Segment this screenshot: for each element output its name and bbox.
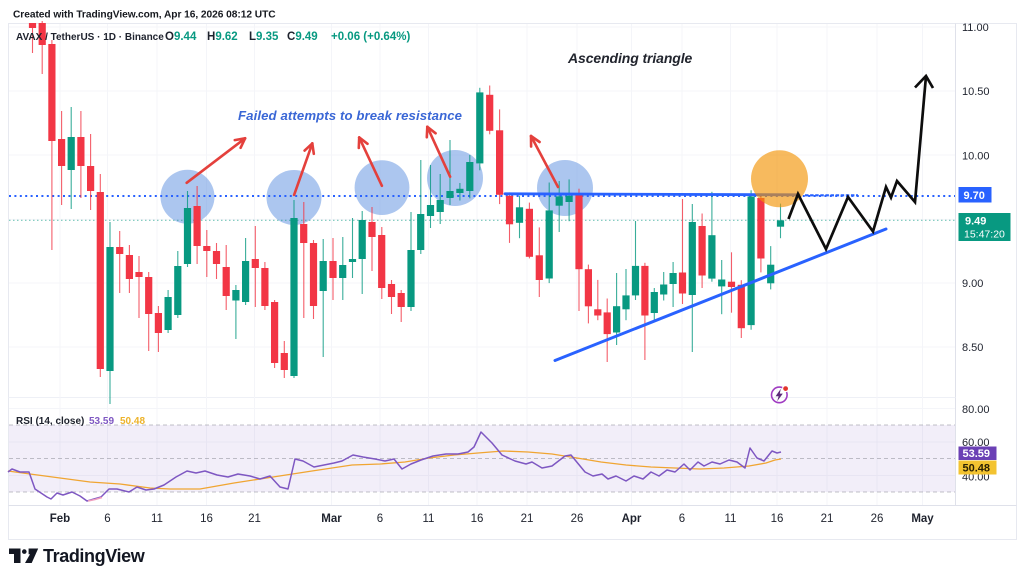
svg-text:10.00: 10.00 (962, 151, 990, 163)
svg-text:8.50: 8.50 (962, 342, 983, 354)
svg-text:50.48: 50.48 (963, 463, 991, 475)
svg-text:Mar: Mar (321, 513, 342, 525)
svg-text:6: 6 (377, 513, 383, 525)
svg-text:11.00: 11.00 (962, 22, 989, 34)
svg-text:6: 6 (104, 513, 110, 525)
svg-text:9.00: 9.00 (962, 278, 983, 290)
svg-text:53.59: 53.59 (89, 416, 114, 427)
svg-text:Failed attempts to break resis: Failed attempts to break resistance (238, 108, 462, 123)
svg-text:H9.62: H9.62 (207, 31, 238, 43)
svg-text:RSI (14, close): RSI (14, close) (16, 416, 84, 427)
svg-text:16: 16 (471, 513, 484, 525)
svg-text:Feb: Feb (50, 513, 70, 525)
svg-text:11: 11 (423, 513, 435, 525)
svg-text:21: 21 (248, 513, 261, 525)
svg-text:+0.06 (+0.64%): +0.06 (+0.64%) (331, 31, 410, 43)
svg-text:26: 26 (571, 513, 584, 525)
svg-text:21: 21 (521, 513, 534, 525)
svg-text:10.50: 10.50 (962, 86, 990, 98)
svg-text:26: 26 (871, 513, 884, 525)
svg-text:11: 11 (151, 513, 163, 525)
svg-text:L9.35: L9.35 (249, 31, 279, 43)
svg-text:80.00: 80.00 (962, 404, 990, 416)
svg-text:6: 6 (679, 513, 685, 525)
svg-text:15:47:20: 15:47:20 (964, 229, 1005, 241)
svg-text:C9.49: C9.49 (287, 31, 318, 43)
svg-text:53.59: 53.59 (963, 448, 991, 460)
svg-text:May: May (911, 513, 934, 525)
svg-text:60.00: 60.00 (962, 437, 990, 449)
svg-text:O9.44: O9.44 (165, 31, 197, 43)
svg-text:AVAX / TetherUS · 1D · Binance: AVAX / TetherUS · 1D · Binance (16, 32, 164, 43)
svg-text:Ascending triangle: Ascending triangle (567, 50, 693, 66)
svg-text:11: 11 (725, 513, 737, 525)
svg-text:Apr: Apr (622, 513, 642, 525)
svg-text:TradingView: TradingView (43, 546, 146, 566)
svg-text:16: 16 (200, 513, 213, 525)
svg-text:Created with TradingView.com,: Created with TradingView.com, Apr 16, 20… (13, 10, 276, 21)
svg-text:21: 21 (821, 513, 834, 525)
svg-text:16: 16 (771, 513, 784, 525)
svg-text:9.70: 9.70 (964, 190, 985, 202)
svg-text:50.48: 50.48 (120, 416, 145, 427)
svg-text:9.49: 9.49 (965, 216, 986, 228)
